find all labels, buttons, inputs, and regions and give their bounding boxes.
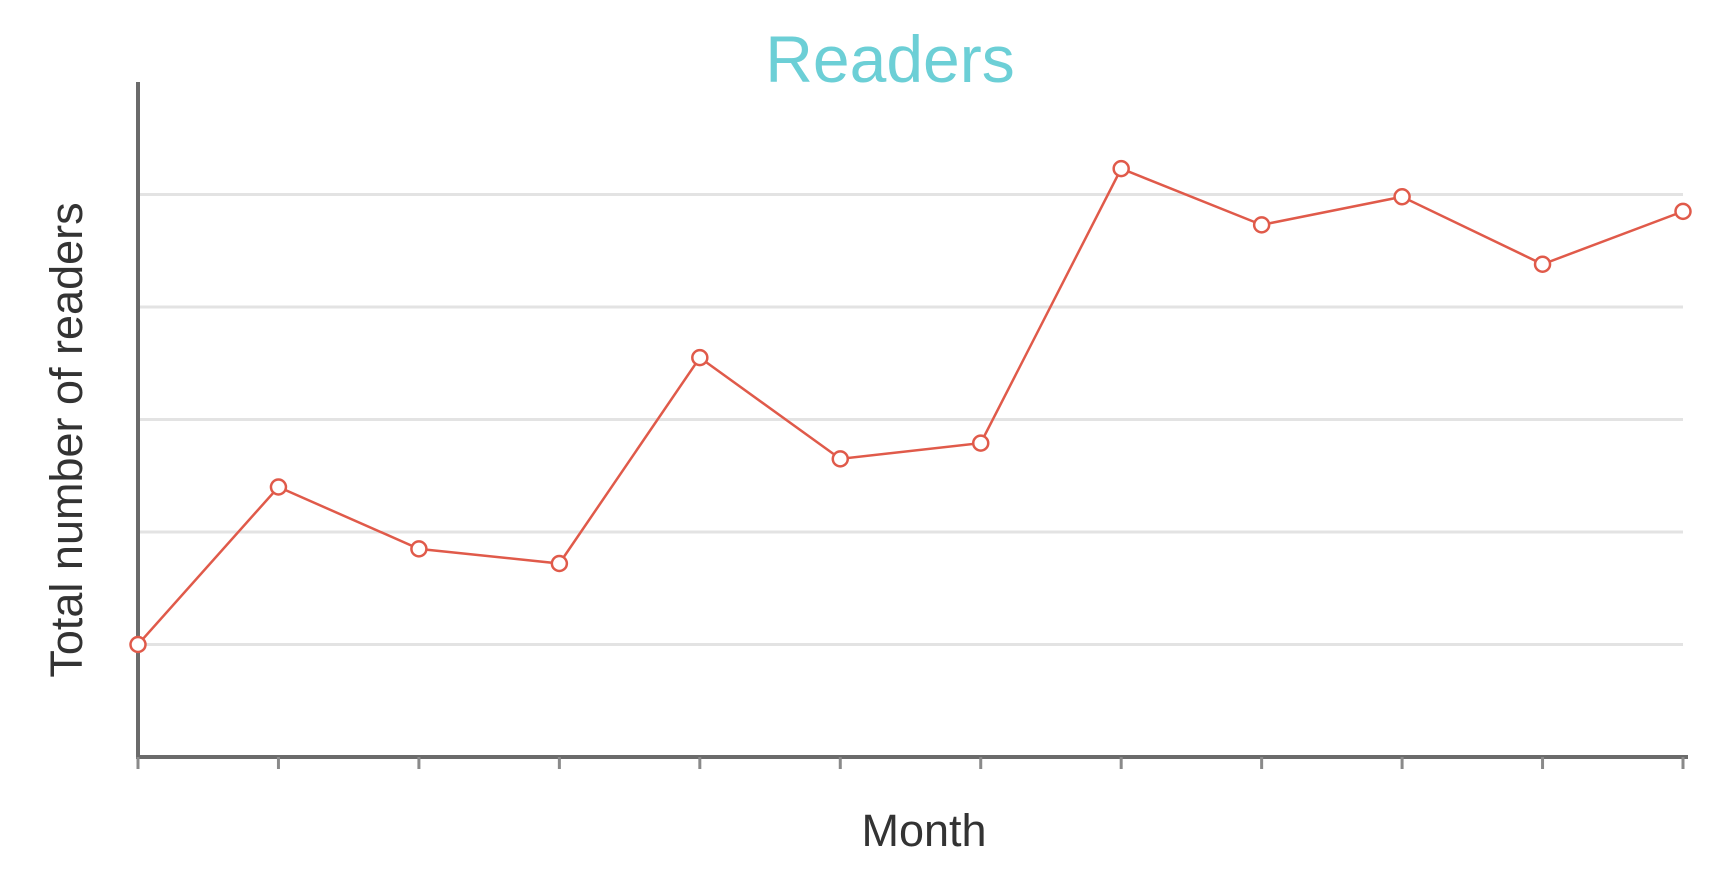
data-point-11	[1533, 255, 1552, 273]
series-line	[137, 167, 1684, 646]
gridlines	[138, 193, 1683, 646]
x-axis-label: Month	[861, 805, 986, 856]
data-point-1	[129, 635, 147, 654]
data-point-2	[269, 478, 288, 496]
chart-title: Readers	[765, 22, 1014, 96]
data-point-9	[1252, 216, 1271, 234]
data-point-8	[1112, 159, 1130, 178]
data-point-12	[1674, 202, 1692, 221]
data-point-4	[550, 554, 569, 573]
data-point-10	[1393, 188, 1411, 206]
data-point-3	[410, 540, 428, 558]
series-group	[129, 159, 1692, 654]
data-point-7	[971, 434, 990, 452]
y-axis-label: Total number of readers	[41, 202, 92, 677]
data-point-6	[831, 450, 850, 468]
x-axis-ticks	[136, 757, 1685, 769]
data-point-5	[691, 348, 709, 367]
